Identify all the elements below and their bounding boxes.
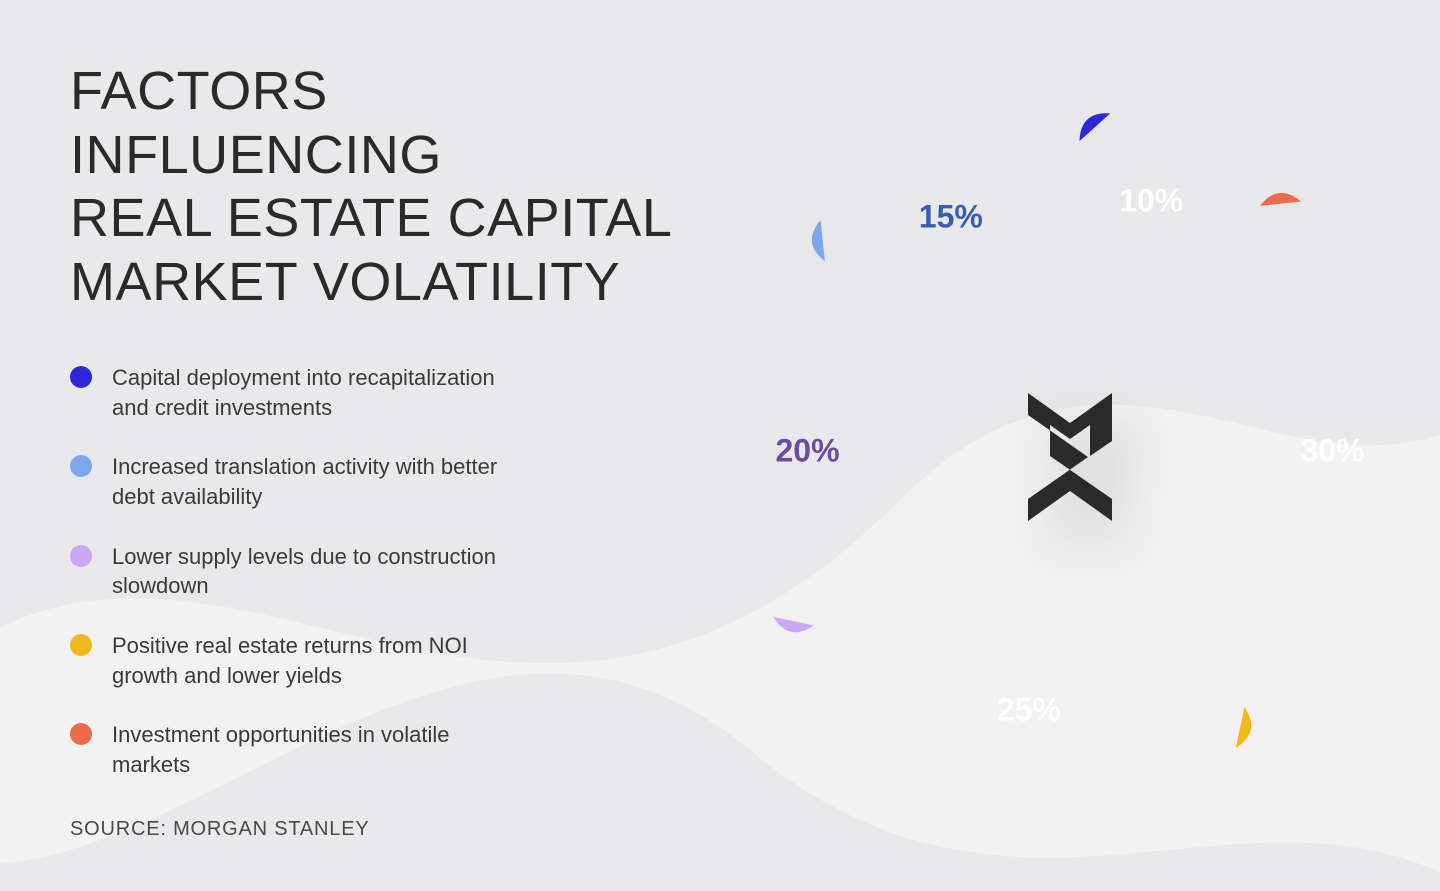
- legend-label: Positive real estate returns from NOI gr…: [112, 631, 532, 690]
- legend-item: Lower supply levels due to construction …: [70, 542, 710, 601]
- donut-chart: 10% 30% 25% 20% 15%: [710, 91, 1430, 811]
- slice-label: 25%: [997, 691, 1061, 728]
- legend-dot-icon: [70, 545, 92, 567]
- slice-label: 15%: [919, 198, 983, 235]
- legend-dot-icon: [70, 455, 92, 477]
- legend-item: Increased translation activity with bett…: [70, 452, 710, 511]
- legend-label: Increased translation activity with bett…: [112, 452, 532, 511]
- donut-slice: [1260, 192, 1301, 205]
- legend-label: Investment opportunities in volatile mar…: [112, 720, 532, 779]
- slice-label: 30%: [1300, 432, 1364, 469]
- legend-dot-icon: [70, 366, 92, 388]
- chart-column: 10% 30% 25% 20% 15%: [710, 60, 1430, 841]
- content-container: FACTORS INFLUENCINGREAL ESTATE CAPITALMA…: [0, 0, 1440, 891]
- legend: Capital deployment into recapitalization…: [70, 363, 710, 780]
- legend-dot-icon: [70, 634, 92, 656]
- legend-item: Positive real estate returns from NOI gr…: [70, 631, 710, 690]
- legend-item: Capital deployment into recapitalization…: [70, 363, 710, 422]
- donut-slice: [773, 616, 814, 631]
- source-attribution: SOURCE: MORGAN STANLEY: [70, 788, 710, 841]
- legend-dot-icon: [70, 723, 92, 745]
- logo-path: [1028, 393, 1112, 521]
- donut-slice: [1079, 113, 1110, 141]
- page-title: FACTORS INFLUENCINGREAL ESTATE CAPITALMA…: [70, 60, 710, 315]
- slice-label: 20%: [775, 432, 839, 469]
- donut-slice: [1236, 707, 1251, 748]
- legend-item: Investment opportunities in volatile mar…: [70, 720, 710, 779]
- brand-logo: [1010, 381, 1130, 521]
- legend-label: Capital deployment into recapitalization…: [112, 363, 532, 422]
- donut-slice: [812, 219, 825, 260]
- left-column: FACTORS INFLUENCINGREAL ESTATE CAPITALMA…: [70, 60, 710, 841]
- slice-label: 10%: [1119, 182, 1183, 219]
- brand-logo-svg: [1010, 381, 1130, 521]
- legend-label: Lower supply levels due to construction …: [112, 542, 532, 601]
